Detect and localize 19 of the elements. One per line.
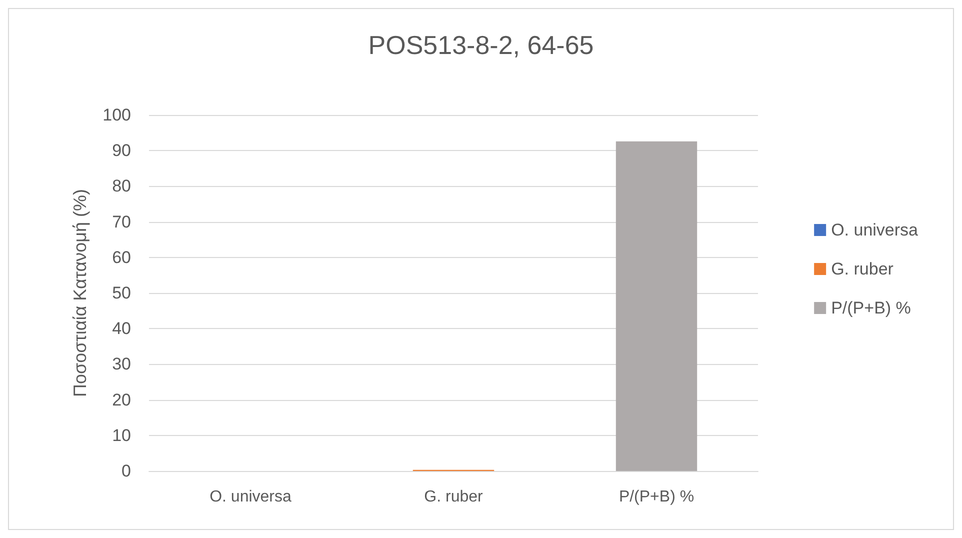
- y-axis-title: Ποσοστιαία Κατανομή (%): [70, 188, 90, 398]
- y-tick-label: 100: [102, 106, 131, 124]
- y-tick-label: 0: [122, 462, 131, 480]
- y-tick-label: 90: [112, 141, 131, 160]
- legend-label: O. universa: [831, 220, 919, 240]
- chart-title: POS513-8-2, 64-65: [368, 30, 594, 60]
- y-tick-label: 30: [112, 354, 131, 374]
- legend-label: G. ruber: [831, 260, 894, 278]
- y-tick-label: 60: [112, 248, 131, 267]
- legend-label: P/(P+B) %: [831, 298, 911, 318]
- x-tick-label: G. ruber: [424, 488, 484, 506]
- y-tick-label: 80: [112, 176, 131, 196]
- y-tick-label: 70: [112, 212, 131, 232]
- y-tick-label: 20: [112, 390, 131, 410]
- y-tick-label: 50: [112, 284, 131, 302]
- y-tick-label: 40: [112, 319, 131, 338]
- x-tick-label: O. universa: [210, 488, 292, 506]
- y-tick-label: 10: [112, 426, 131, 445]
- x-tick-label: P/(P+B) %: [618, 488, 694, 506]
